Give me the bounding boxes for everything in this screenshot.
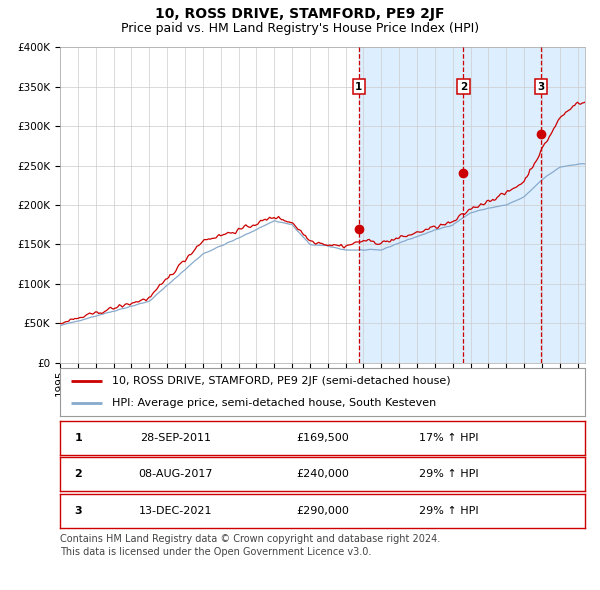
Text: 17% ↑ HPI: 17% ↑ HPI	[419, 433, 478, 442]
Text: 13-DEC-2021: 13-DEC-2021	[139, 506, 212, 516]
Text: 10, ROSS DRIVE, STAMFORD, PE9 2JF (semi-detached house): 10, ROSS DRIVE, STAMFORD, PE9 2JF (semi-…	[113, 376, 451, 386]
Text: £169,500: £169,500	[296, 433, 349, 442]
Text: 1: 1	[355, 81, 362, 91]
Text: £240,000: £240,000	[296, 470, 349, 479]
Text: 10, ROSS DRIVE, STAMFORD, PE9 2JF: 10, ROSS DRIVE, STAMFORD, PE9 2JF	[155, 7, 445, 21]
Text: 08-AUG-2017: 08-AUG-2017	[138, 470, 213, 479]
Text: 29% ↑ HPI: 29% ↑ HPI	[419, 470, 478, 479]
Text: 1: 1	[74, 433, 82, 442]
Text: 2: 2	[460, 81, 467, 91]
Text: 2: 2	[74, 470, 82, 479]
Text: £290,000: £290,000	[296, 506, 349, 516]
Text: Price paid vs. HM Land Registry's House Price Index (HPI): Price paid vs. HM Land Registry's House …	[121, 22, 479, 35]
Text: Contains HM Land Registry data © Crown copyright and database right 2024.
This d: Contains HM Land Registry data © Crown c…	[60, 534, 440, 557]
Text: 28-SEP-2011: 28-SEP-2011	[140, 433, 211, 442]
Text: HPI: Average price, semi-detached house, South Kesteven: HPI: Average price, semi-detached house,…	[113, 398, 437, 408]
Text: 3: 3	[538, 81, 545, 91]
Text: 3: 3	[74, 506, 82, 516]
Bar	[359, 47, 585, 363]
Text: 29% ↑ HPI: 29% ↑ HPI	[419, 506, 478, 516]
